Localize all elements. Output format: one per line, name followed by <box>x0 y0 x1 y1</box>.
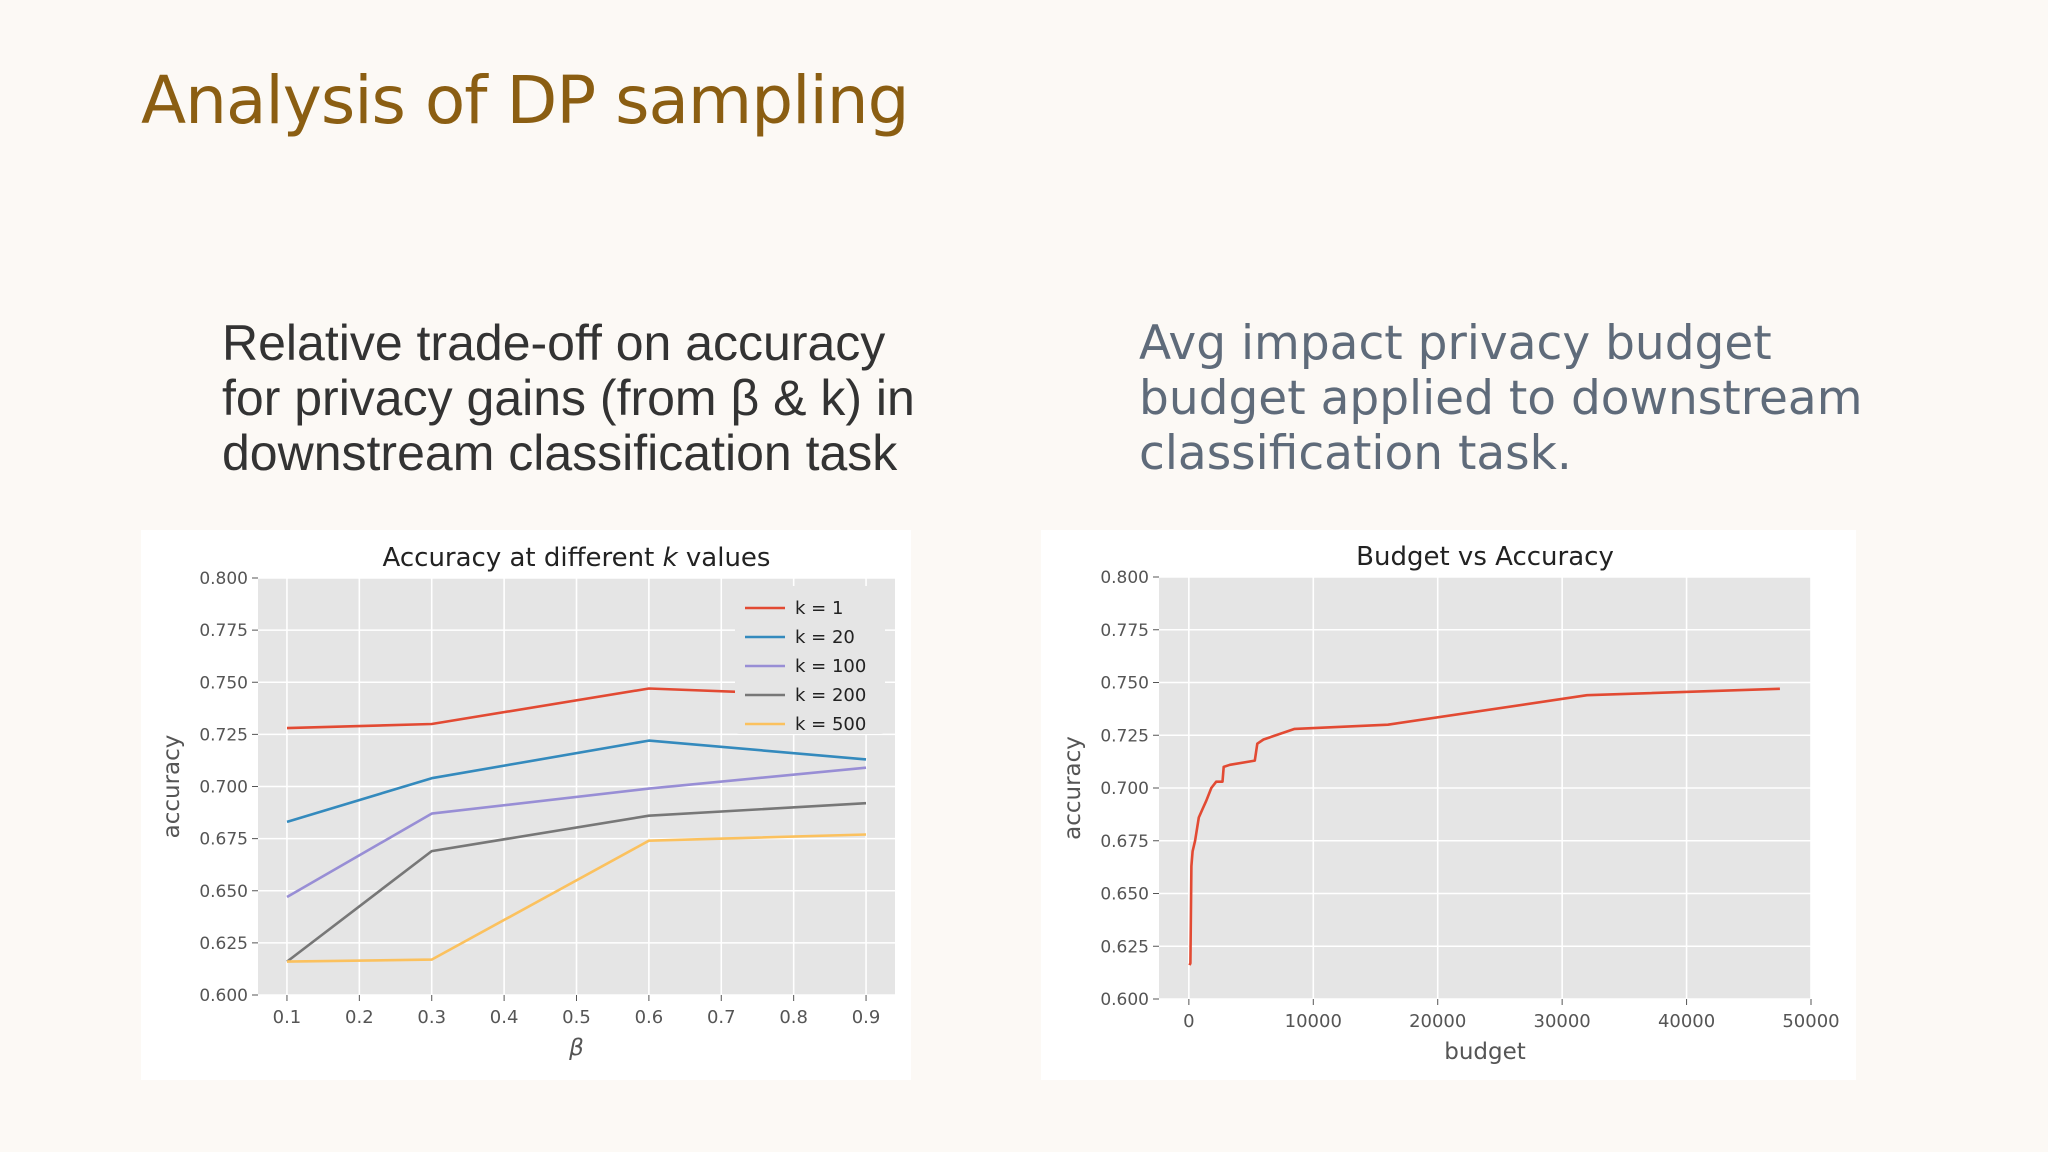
y-axis-label: accuracy <box>159 735 185 839</box>
legend-label: k = 200 <box>795 685 866 706</box>
y-tick-label: 0.675 <box>1100 832 1149 852</box>
y-tick-label: 0.675 <box>199 830 248 850</box>
x-axis-label: β <box>568 1035 584 1061</box>
y-tick-label: 0.800 <box>199 569 248 589</box>
x-tick-label: 40000 <box>1658 1011 1715 1032</box>
chart-panel-budget: 0.600 0.625 0.650 0.675 0.700 0.725 0.750 0.775… <box>1041 530 1856 1080</box>
series-line-k100 <box>286 766 867 899</box>
legend-label: k = 20 <box>795 627 855 648</box>
x-tick-label: 0.6 <box>635 1007 664 1028</box>
x-tick-label: 0.2 <box>345 1007 374 1028</box>
caption-right: Avg impact privacy budget budget applied… <box>1139 316 1863 481</box>
legend-label: k = 500 <box>795 714 866 735</box>
y-tick-label: 0.725 <box>1100 726 1149 746</box>
y-axis-label: accuracy <box>1060 736 1086 840</box>
chart-panel-k-values: 0.600 0.625 0.650 0.675 0.700 0.725 0.750 0.775… <box>141 530 911 1080</box>
y-tick-label: 0.600 <box>1100 990 1149 1010</box>
chart-k-values: 0.600 0.625 0.650 0.675 0.700 0.725 0.750 0.775… <box>159 543 895 1061</box>
series-line-k200 <box>286 801 867 963</box>
x-tick-label: 0.9 <box>852 1007 881 1028</box>
chart-title: Budget vs Accuracy <box>1356 542 1614 572</box>
x-tick-label: 0.7 <box>707 1007 736 1028</box>
x-tick-label: 0.3 <box>417 1007 446 1028</box>
chart-title: Accuracy at different k values <box>383 543 771 573</box>
y-tick-label: 0.725 <box>199 725 248 745</box>
y-tick-label: 0.650 <box>1100 885 1149 905</box>
legend-label: k = 100 <box>795 656 866 677</box>
y-tick-label: 0.625 <box>199 934 248 954</box>
y-tick-label: 0.750 <box>1100 674 1149 694</box>
x-tick-label: 0.8 <box>779 1007 808 1028</box>
legend-label: k = 1 <box>795 598 843 619</box>
y-tick-label: 0.775 <box>199 621 248 641</box>
slide-title: Analysis of DP sampling <box>141 62 910 139</box>
y-tick-label: 0.650 <box>199 882 248 902</box>
x-tick-label: 0 <box>1183 1011 1194 1032</box>
y-tick-label: 0.600 <box>199 986 248 1006</box>
y-tick-label: 0.700 <box>199 778 248 798</box>
x-tick-label: 50000 <box>1782 1011 1839 1032</box>
caption-left: Relative trade-off on accuracy for priva… <box>222 315 915 481</box>
series-line-k20 <box>286 739 867 824</box>
y-tick-label: 0.775 <box>1100 621 1149 641</box>
y-tick-label: 0.625 <box>1100 937 1149 957</box>
x-axis-label: budget <box>1444 1039 1526 1065</box>
x-tick-label: 30000 <box>1534 1011 1591 1032</box>
x-tick-label: 0.1 <box>273 1007 302 1028</box>
x-tick-label: 0.4 <box>490 1007 519 1028</box>
legend-box <box>735 586 885 734</box>
series-line-k500 <box>286 833 867 963</box>
x-tick-label: 0.5 <box>562 1007 591 1028</box>
y-tick-label: 0.800 <box>1100 568 1149 588</box>
x-tick-label: 10000 <box>1285 1011 1342 1032</box>
series-line <box>1188 687 1780 966</box>
y-tick-label: 0.750 <box>199 673 248 693</box>
y-tick-label: 0.700 <box>1100 779 1149 799</box>
chart-budget-accuracy: 0.600 0.625 0.650 0.675 0.700 0.725 0.750 0.775… <box>1060 542 1840 1065</box>
x-tick-label: 20000 <box>1409 1011 1466 1032</box>
